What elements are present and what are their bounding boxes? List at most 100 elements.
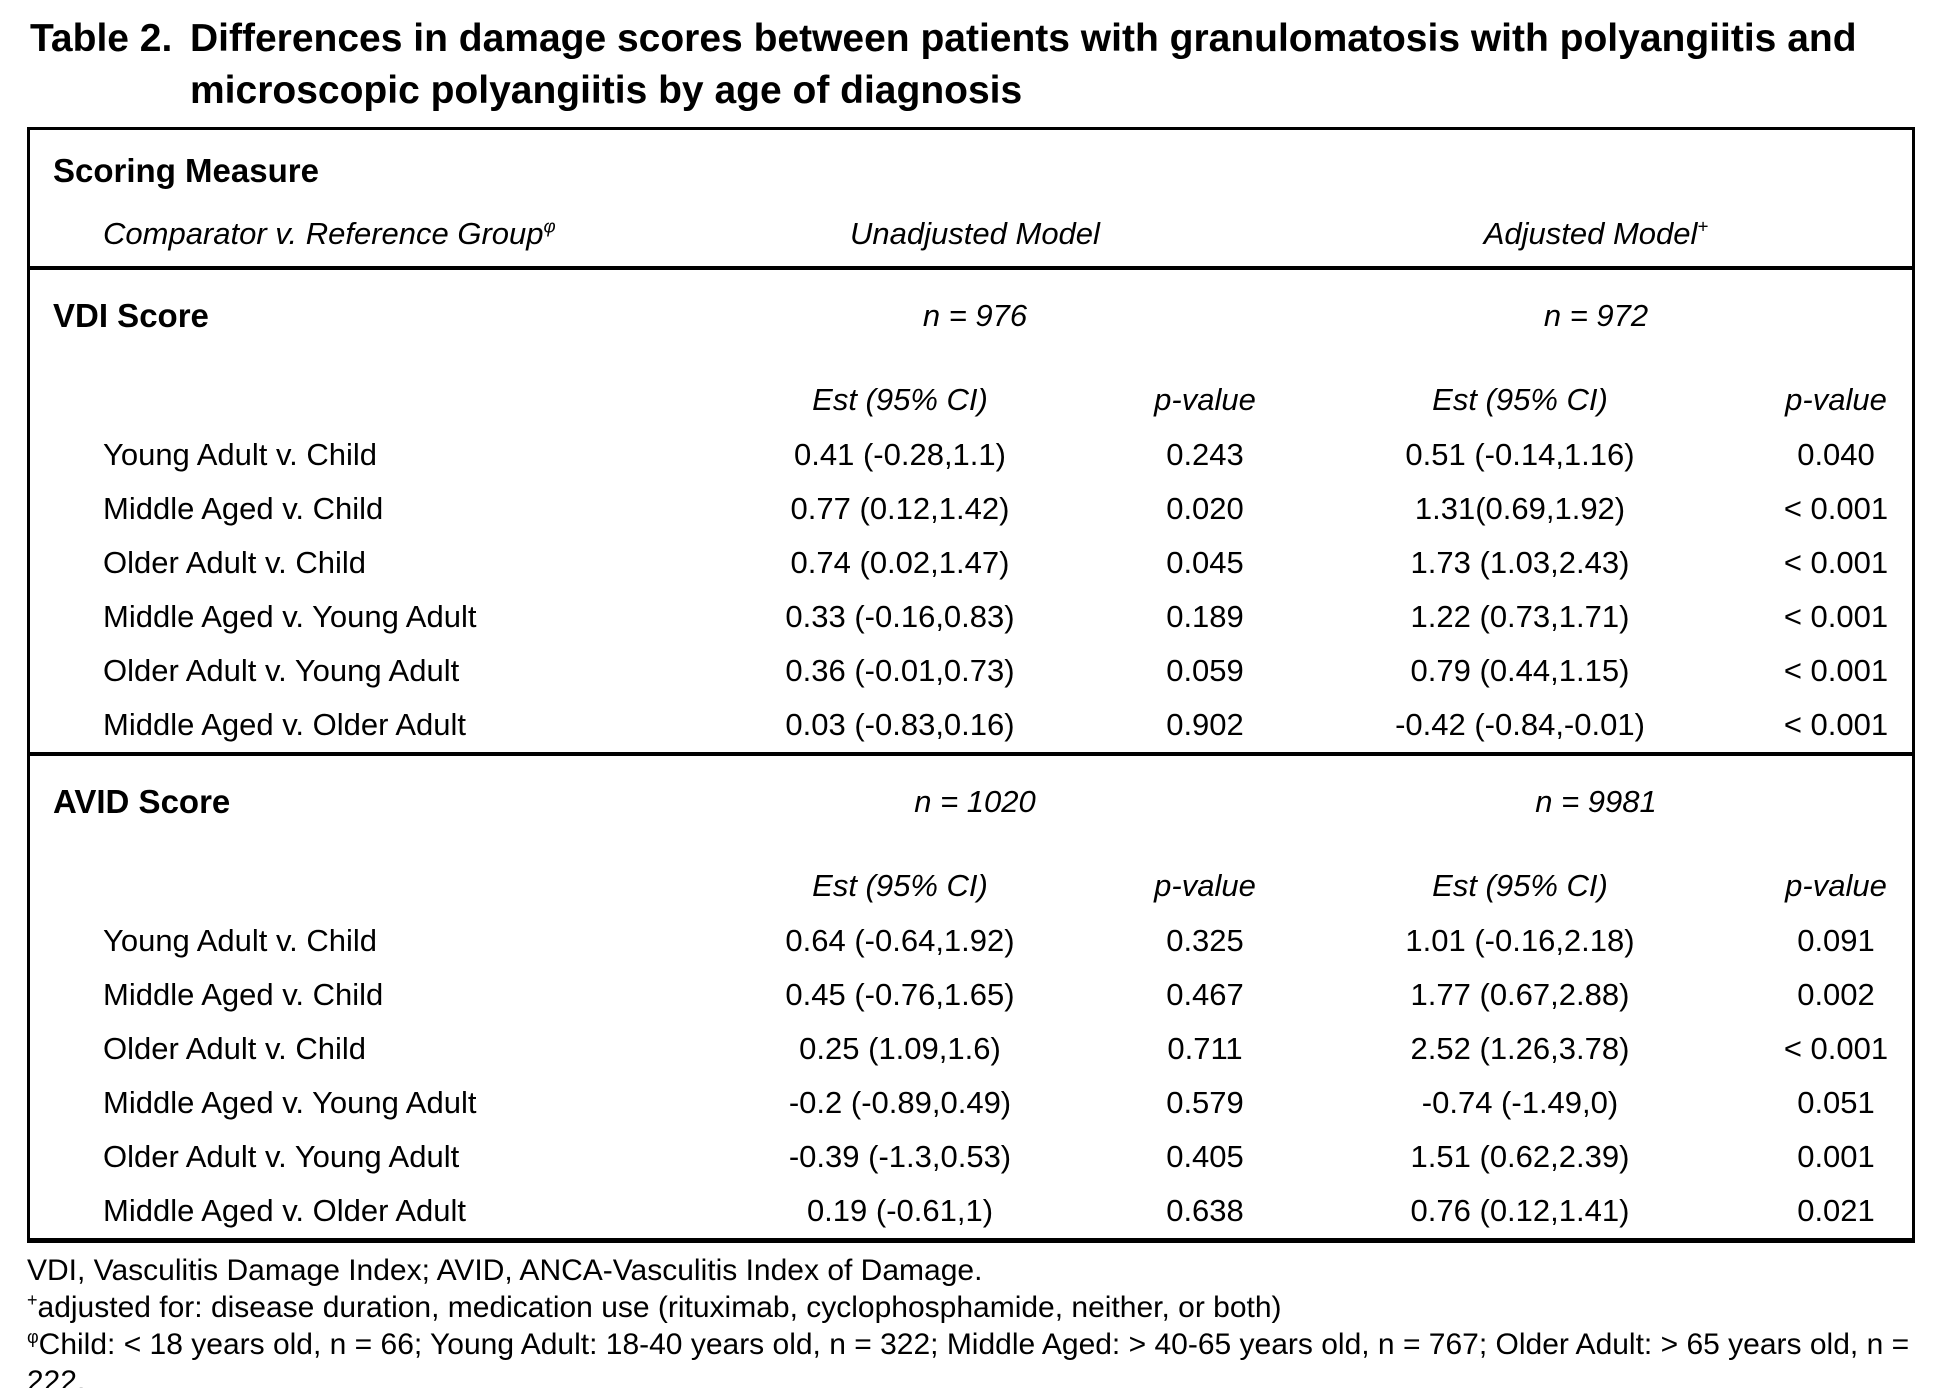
table-title-number: Table 2. [30,17,173,60]
adjusted-footnote-marker: + [1697,215,1709,237]
pvalue-unadjusted: 0.405 [1166,1139,1244,1174]
damage-scores-table: Scoring Measure Comparator v. Reference … [27,127,1915,1243]
section-vdi-score: VDI Score n = 976 n = 972 Est (95% CI) p… [30,270,1912,756]
pvalue-adjusted: < 0.001 [1783,491,1889,526]
est-adjusted: 1.51 (0.62,2.39) [1410,1139,1630,1174]
pvalue-unadjusted: 0.325 [1166,923,1244,958]
footnote-age-groups-text: Child: < 18 years old, n = 66; Young Adu… [27,1328,1910,1388]
pvalue-adjusted: < 0.001 [1783,707,1889,742]
pvalue-unadjusted: 0.189 [1166,599,1244,634]
pvalue-adjusted: 0.051 [1797,1085,1875,1120]
pvalue-adjusted: 0.002 [1797,977,1875,1012]
table-header: Scoring Measure Comparator v. Reference … [30,130,1912,270]
avid-section-header: AVID Score n = 1020 n = 9981 [30,756,1912,848]
est-unadjusted: 0.36 (-0.01,0.73) [785,653,1015,688]
pvalue-adjusted: 0.040 [1797,437,1875,472]
pvalue-adjusted: < 0.001 [1783,653,1889,688]
est-adjusted: 1.01 (-0.16,2.18) [1405,923,1635,958]
est-adjusted: 1.31(0.69,1.92) [1414,491,1626,526]
footnotes: VDI, Vasculitis Damage Index; AVID, ANCA… [27,1252,1915,1388]
pvalue-adjusted: < 0.001 [1783,1031,1889,1066]
est-adjusted: 0.79 (0.44,1.15) [1410,653,1630,688]
row-label: Middle Aged v. Older Adult [103,1193,467,1228]
table-row: Middle Aged v. Child 0.45 (-0.76,1.65) 0… [30,968,1912,1022]
pvalue-unadjusted: 0.711 [1167,1031,1243,1066]
est-adjusted: -0.74 (-1.49,0) [1421,1085,1619,1120]
comparator-footnote-marker: φ [543,215,556,237]
avid-subheader-row: Est (95% CI) p-value Est (95% CI) p-valu… [30,848,1912,914]
row-label: Middle Aged v. Child [103,491,384,526]
footnote-adjusted: +adjusted for: disease duration, medicat… [27,1289,1915,1326]
pvalue-unadjusted: 0.902 [1166,707,1244,742]
col-header-unadjusted-model: Unadjusted Model [850,216,1100,251]
table-title-line2: microscopic polyangiitis by age of diagn… [190,69,1023,112]
pvalue-unadjusted: 0.579 [1166,1085,1244,1120]
pvalue-unadjusted: 0.467 [1166,977,1244,1012]
section-avid-score: AVID Score n = 1020 n = 9981 Est (95% CI… [30,756,1912,1238]
adjusted-model-label: Adjusted Model [1483,216,1698,251]
est-adjusted: 1.22 (0.73,1.71) [1410,599,1630,634]
table-row: Older Adult v. Child 0.25 (1.09,1.6) 0.7… [30,1022,1912,1076]
est-adjusted: 1.73 (1.03,2.43) [1410,545,1630,580]
pvalue-adjusted: 0.091 [1797,923,1875,958]
table-row: Middle Aged v. Older Adult 0.19 (-0.61,1… [30,1184,1912,1238]
est-adjusted: 0.76 (0.12,1.41) [1410,1193,1630,1228]
vdi-subheader-row: Est (95% CI) p-value Est (95% CI) p-valu… [30,362,1912,428]
pvalue-unadjusted: 0.020 [1166,491,1244,526]
est-unadjusted: -0.39 (-1.3,0.53) [788,1139,1012,1174]
row-label: Older Adult v. Child [103,1031,367,1066]
est-adjusted: 1.77 (0.67,2.88) [1410,977,1630,1012]
pvalue-unadjusted: 0.243 [1166,437,1244,472]
est-unadjusted: 0.03 (-0.83,0.16) [785,707,1015,742]
model-header-row: Comparator v. Reference Groupφ Unadjuste… [30,202,1912,266]
vdi-unadj-est-header: Est (95% CI) [812,382,988,417]
table-row: Young Adult v. Child 0.41 (-0.28,1.1) 0.… [30,428,1912,482]
table-title-text: Differences in damage scores between pat… [190,13,1912,117]
avid-unadj-pvalue-header: p-value [1154,868,1256,903]
comparator-label: Comparator v. Reference Group [103,216,544,251]
est-unadjusted: 0.33 (-0.16,0.83) [785,599,1015,634]
pvalue-adjusted: < 0.001 [1783,545,1889,580]
est-unadjusted: 0.77 (0.12,1.42) [790,491,1010,526]
row-label: Young Adult v. Child [103,437,378,472]
pvalue-adjusted: < 0.001 [1783,599,1889,634]
table-title: Table 2. Differences in damage scores be… [0,13,1942,117]
row-label: Older Adult v. Young Adult [103,1139,460,1174]
avid-score-title: AVID Score [53,783,231,820]
row-label: Older Adult v. Child [103,545,367,580]
avid-adj-est-header: Est (95% CI) [1432,868,1608,903]
footnote-adjusted-text: adjusted for: disease duration, medicati… [37,1291,1282,1324]
phi-footnote-marker: φ [27,1327,39,1347]
table-row: Older Adult v. Young Adult 0.36 (-0.01,0… [30,644,1912,698]
table-row: Middle Aged v. Young Adult 0.33 (-0.16,0… [30,590,1912,644]
pvalue-unadjusted: 0.045 [1166,545,1244,580]
scoring-measure-header: Scoring Measure [53,152,319,189]
avid-unadj-est-header: Est (95% CI) [812,868,988,903]
table-row: Older Adult v. Child 0.74 (0.02,1.47) 0.… [30,536,1912,590]
pvalue-adjusted: 0.001 [1797,1139,1875,1174]
row-label: Middle Aged v. Child [103,977,384,1012]
vdi-section-header: VDI Score n = 976 n = 972 [30,270,1912,362]
est-unadjusted: 0.41 (-0.28,1.1) [794,437,1006,472]
vdi-score-title: VDI Score [53,297,209,334]
est-unadjusted: 0.25 (1.09,1.6) [799,1031,1001,1066]
vdi-adj-pvalue-header: p-value [1785,382,1887,417]
pvalue-unadjusted: 0.638 [1166,1193,1244,1228]
footnote-abbreviations: VDI, Vasculitis Damage Index; AVID, ANCA… [27,1254,983,1287]
table-title-line1: Differences in damage scores between pat… [190,17,1857,60]
est-unadjusted: -0.2 (-0.89,0.49) [788,1085,1012,1120]
row-label: Middle Aged v. Young Adult [103,1085,477,1120]
pvalue-adjusted: 0.021 [1797,1193,1875,1228]
est-adjusted: 0.51 (-0.14,1.16) [1405,437,1635,472]
pvalue-unadjusted: 0.059 [1166,653,1244,688]
avid-n-unadjusted: n = 1020 [914,784,1036,819]
est-unadjusted: 0.19 (-0.61,1) [806,1193,994,1228]
row-label: Middle Aged v. Young Adult [103,599,477,634]
vdi-adj-est-header: Est (95% CI) [1432,382,1608,417]
est-unadjusted: 0.74 (0.02,1.47) [790,545,1010,580]
est-adjusted: -0.42 (-0.84,-0.01) [1395,707,1645,742]
est-unadjusted: 0.45 (-0.76,1.65) [785,977,1015,1012]
table-row: Young Adult v. Child 0.64 (-0.64,1.92) 0… [30,914,1912,968]
row-label: Young Adult v. Child [103,923,378,958]
